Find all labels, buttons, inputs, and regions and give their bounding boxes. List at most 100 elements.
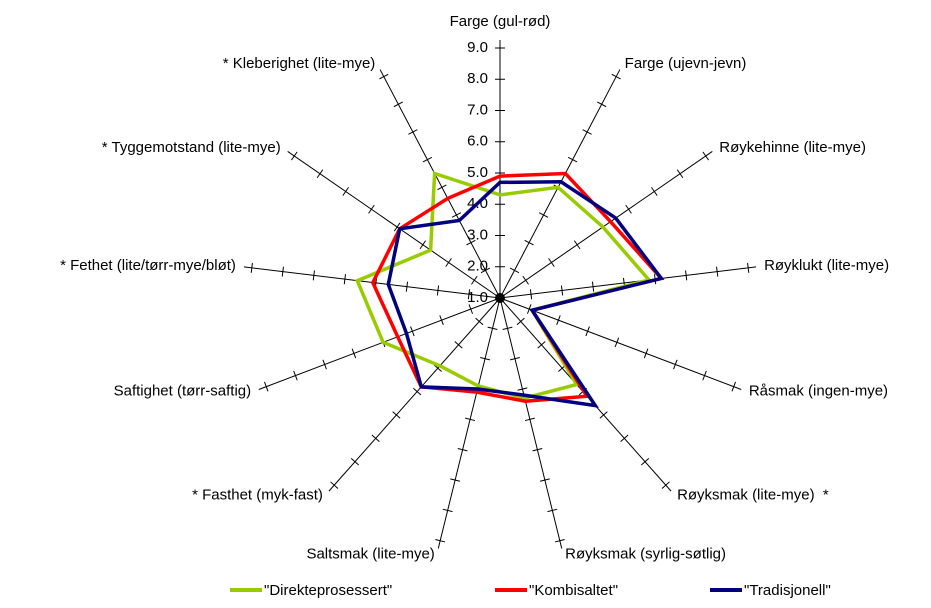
tick-mark [643,348,649,359]
tick-mark [599,411,608,419]
tick-mark [539,478,550,482]
tick-mark [312,270,315,281]
tick-mark [522,275,529,285]
axis-label: * Fethet (lite/tørr-mye/bløt) [60,257,236,274]
tick-mark [747,262,750,273]
tick-mark [567,156,578,163]
tick-mark [585,326,590,337]
series-line [386,180,665,408]
tick-mark [516,317,525,326]
axis-label: Farge (ujevn-jevn) [625,55,747,72]
axis-line [328,297,501,492]
tick-mark [471,275,478,285]
tick-mark [560,285,564,296]
tick-mark [322,359,327,370]
legend-label: "Tradisjonell" [744,582,831,599]
tick-mark [538,212,549,218]
tick-mark [435,539,446,543]
tick-mark [702,151,709,161]
tick-mark [573,240,581,250]
tick-mark [445,258,452,267]
tick-mark [591,281,595,292]
tick-mark [419,240,427,250]
tick-mark [611,73,621,80]
axis-line [379,69,501,299]
tick-mark [436,285,440,296]
legend-label: "Direkteprosessert" [264,582,392,599]
tick-mark [548,258,555,267]
r-tick-label: 1.0 [467,289,488,306]
tick-mark [640,458,650,466]
r-tick-label: 6.0 [467,133,488,150]
tick-mark [625,204,632,214]
tick-mark [517,387,528,391]
tick-mark [422,156,433,163]
axis-label: * Kleberighet (lite-mye) [223,55,376,72]
tick-mark [466,239,476,246]
tick-mark [614,337,620,348]
tick-mark [451,212,462,218]
tick-mark [685,270,688,281]
tick-mark [509,357,520,361]
tick-mark [439,315,444,326]
r-tick-label: 2.0 [467,258,488,275]
tick-mark [532,448,543,452]
tick-mark [433,364,442,372]
tick-mark [264,381,269,392]
axis-label: Saftighet (tørr-saftig) [114,383,252,400]
tick-mark [673,359,678,370]
tick-mark [537,341,546,349]
tick-mark [661,481,670,489]
tick-mark [529,289,533,300]
tick-mark [509,267,520,274]
tick-mark [524,239,534,246]
tick-mark [620,434,629,443]
tick-mark [379,73,389,80]
tick-mark [582,129,592,135]
r-tick-label: 8.0 [467,70,488,87]
tick-mark [716,266,719,277]
tick-mark [393,101,404,108]
tick-mark [465,417,476,422]
tick-mark [450,478,461,482]
tick-mark [502,326,513,331]
tick-mark [480,267,491,274]
tick-mark [556,315,561,326]
tick-mark [342,187,349,196]
axis-label: Røyksmak (lite-mye) * [677,487,829,504]
tick-mark [651,187,658,196]
tick-mark [410,326,415,337]
axis-label: Røyklukt (lite-mye) [764,257,889,274]
r-tick-label: 3.0 [467,226,488,243]
axis-line [499,151,713,299]
tick-mark [526,304,532,314]
tick-mark [408,129,418,135]
axis-label: Farge (gul-rød) [450,13,551,30]
legend-label: "Kombisaltet" [529,582,618,599]
tick-mark [467,289,471,300]
axis-line [499,69,621,299]
tick-mark [392,411,401,419]
tick-mark [405,281,409,292]
tick-mark [330,481,339,489]
tick-mark [437,184,447,191]
axis-line [258,297,501,390]
r-tick-label: 5.0 [467,164,488,181]
tick-mark [596,101,607,108]
axis-label: Saltsmak (lite-mye) [306,545,434,562]
tick-mark [468,304,474,314]
axis-line [499,297,742,390]
tick-mark [393,222,401,232]
tick-mark [442,508,453,513]
tick-mark [480,357,491,361]
axis-label: * Tyggemotstand (lite-mye) [102,139,281,156]
tick-mark [454,341,463,349]
tick-mark [368,204,375,214]
axis-label: Råsmak (ingen-mye) [749,383,888,400]
tick-mark [554,539,565,543]
tick-mark [487,326,498,331]
tick-mark [350,458,360,466]
tick-mark [702,370,707,381]
tick-mark [343,274,346,285]
tick-mark [495,295,505,301]
